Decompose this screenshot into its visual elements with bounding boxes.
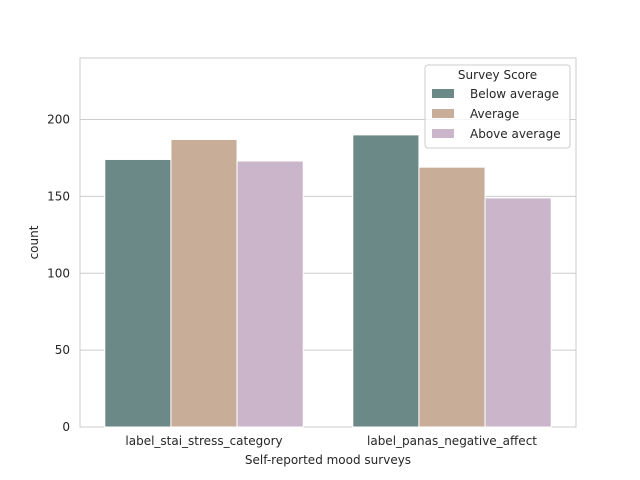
legend-items: Below average Average Above average [432,87,561,141]
y-tick-label: 100 [47,266,70,280]
plot-area-frame [79,57,577,428]
legend-label: Below average [470,87,559,101]
bar-below-average-0 [104,158,172,428]
x-tick-label: label_panas_negative_affect [367,434,537,448]
x-axis-label: Self-reported mood surveys [245,453,411,467]
x-tick-label: label_stai_stress_category [125,434,282,448]
legend-swatch [432,129,454,138]
legend-swatch [432,89,454,98]
bar-below-average-1 [352,134,420,428]
legend: Survey Score Below average Average Above a… [424,64,571,149]
y-tick-labels: 0 50 100 150 200 [47,113,70,435]
legend-label: Above average [470,127,561,141]
legend-swatch [432,109,454,118]
y-tick-label: 50 [55,343,70,357]
bar-average-1 [418,166,486,428]
bar-average-0 [170,138,238,428]
y-tick-label: 150 [47,189,70,203]
legend-label: Average [470,107,519,121]
legend-box [424,64,571,149]
x-tick-labels: label_stai_stress_category label_panas_ne… [125,434,537,448]
legend-title: Survey Score [458,68,537,82]
bars [104,134,552,428]
y-axis-label: count [27,225,41,259]
y-tick-label: 200 [47,113,70,127]
bar-above-average-1 [484,197,552,428]
y-tick-label: 0 [62,420,70,434]
bar-above-average-0 [236,160,304,428]
